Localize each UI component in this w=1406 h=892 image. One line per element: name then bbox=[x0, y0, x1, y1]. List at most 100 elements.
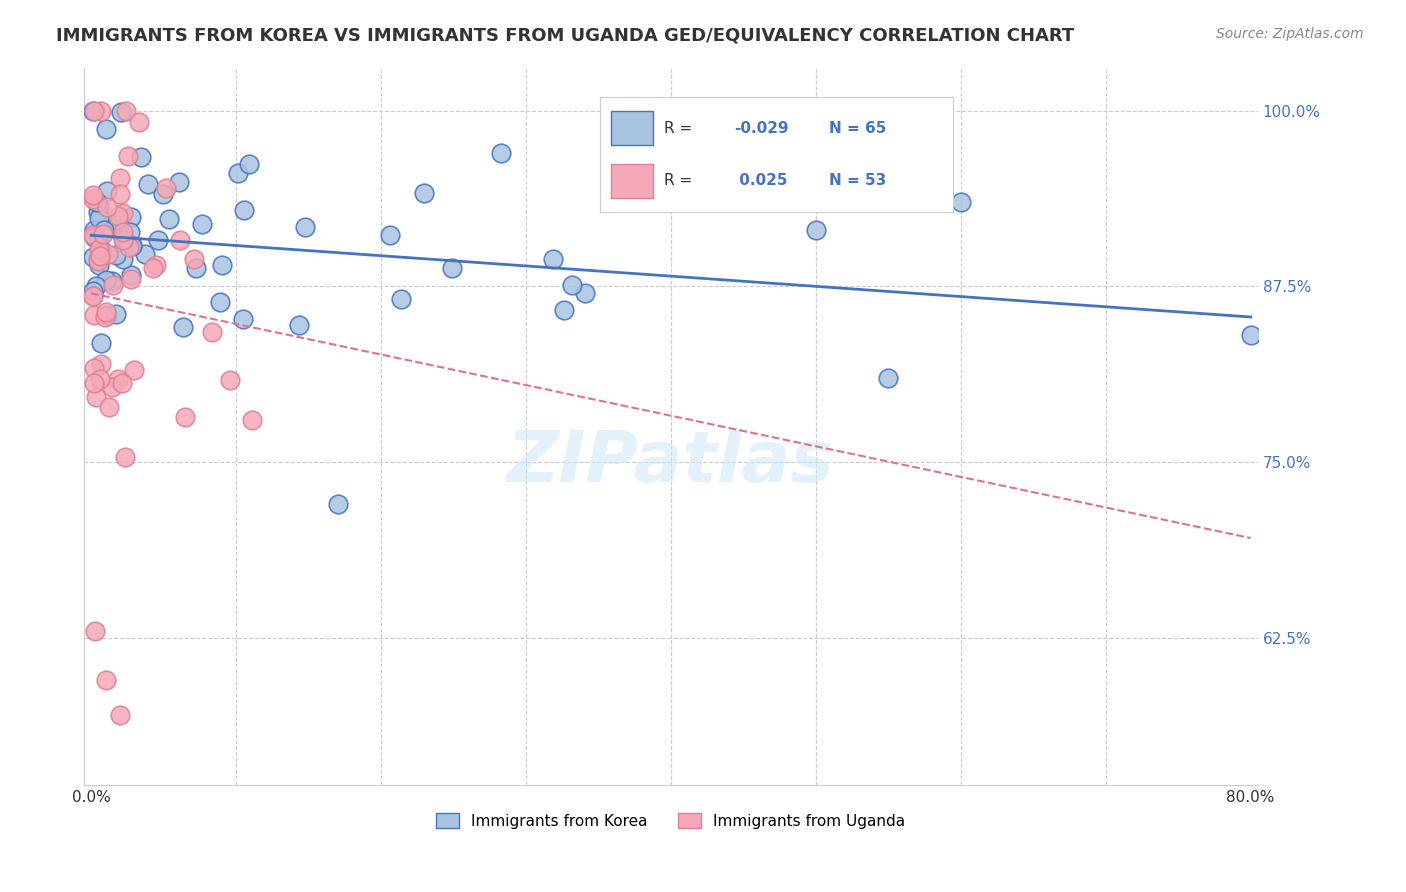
Point bbox=[108, 171, 131, 186]
Point bbox=[108, 186, 131, 201]
Point bbox=[82, 250, 104, 264]
Point bbox=[89, 241, 111, 255]
Point bbox=[112, 233, 135, 247]
Point bbox=[94, 273, 117, 287]
Point bbox=[128, 115, 150, 129]
Point bbox=[111, 230, 134, 244]
Point bbox=[89, 227, 111, 242]
Point bbox=[209, 295, 232, 310]
Point bbox=[86, 195, 108, 210]
Point bbox=[82, 103, 104, 118]
Point bbox=[96, 308, 118, 322]
Point bbox=[87, 252, 110, 267]
Point bbox=[91, 227, 114, 241]
Text: ZIPatlas: ZIPatlas bbox=[508, 428, 835, 497]
Point bbox=[169, 233, 191, 247]
Point bbox=[120, 225, 142, 239]
Point bbox=[294, 220, 316, 235]
Point bbox=[120, 272, 142, 286]
Point bbox=[232, 312, 254, 326]
Point bbox=[110, 105, 132, 120]
Point bbox=[96, 122, 118, 136]
Point bbox=[233, 203, 256, 218]
Point bbox=[114, 450, 136, 464]
Point bbox=[84, 624, 107, 638]
Point bbox=[82, 289, 104, 303]
Point bbox=[184, 261, 207, 276]
Point bbox=[90, 357, 112, 371]
Point bbox=[112, 225, 135, 239]
Point bbox=[83, 361, 105, 376]
Point bbox=[96, 184, 118, 198]
Point bbox=[107, 372, 129, 386]
Point bbox=[89, 372, 111, 386]
Point bbox=[89, 242, 111, 256]
Point bbox=[155, 181, 177, 195]
Point bbox=[89, 211, 111, 226]
Point bbox=[412, 186, 434, 201]
Point bbox=[89, 249, 111, 263]
Point bbox=[129, 150, 152, 164]
Point bbox=[804, 222, 827, 236]
Point bbox=[82, 227, 104, 242]
Point bbox=[174, 410, 197, 425]
Point bbox=[83, 103, 105, 118]
Point bbox=[107, 214, 129, 228]
Point bbox=[124, 363, 146, 377]
Point bbox=[118, 240, 141, 254]
Point bbox=[142, 260, 165, 275]
Point bbox=[877, 370, 900, 384]
Point bbox=[191, 217, 214, 231]
Point bbox=[82, 192, 104, 206]
Point bbox=[100, 274, 122, 288]
Point bbox=[120, 210, 142, 224]
Point bbox=[83, 230, 105, 244]
Point bbox=[326, 497, 349, 511]
Point bbox=[138, 178, 160, 192]
Point bbox=[82, 289, 104, 303]
Point bbox=[86, 205, 108, 219]
Point bbox=[87, 258, 110, 272]
Point bbox=[134, 247, 156, 261]
Point bbox=[83, 376, 105, 390]
Point bbox=[111, 376, 134, 390]
Point bbox=[541, 252, 564, 266]
Point bbox=[152, 186, 174, 201]
Point bbox=[489, 146, 512, 161]
Point bbox=[218, 373, 240, 387]
Point bbox=[84, 390, 107, 404]
Point bbox=[226, 166, 249, 180]
Point bbox=[94, 305, 117, 319]
Point bbox=[172, 319, 194, 334]
Point bbox=[87, 199, 110, 213]
Point bbox=[183, 252, 205, 266]
Text: IMMIGRANTS FROM KOREA VS IMMIGRANTS FROM UGANDA GED/EQUIVALENCY CORRELATION CHAR: IMMIGRANTS FROM KOREA VS IMMIGRANTS FROM… bbox=[56, 27, 1074, 45]
Point bbox=[101, 380, 124, 394]
Point bbox=[167, 175, 190, 189]
Point bbox=[1239, 328, 1261, 343]
Point bbox=[561, 278, 583, 293]
Point bbox=[574, 285, 596, 300]
Point bbox=[238, 156, 260, 170]
Point bbox=[90, 103, 112, 118]
Point bbox=[121, 239, 143, 253]
Point bbox=[108, 707, 131, 722]
Point bbox=[82, 188, 104, 202]
Point bbox=[84, 279, 107, 293]
Point bbox=[93, 222, 115, 236]
Point bbox=[83, 222, 105, 236]
Point bbox=[389, 292, 412, 306]
Point bbox=[211, 258, 233, 272]
Point bbox=[83, 309, 105, 323]
Point bbox=[115, 103, 138, 118]
Point bbox=[90, 336, 112, 351]
Point bbox=[100, 219, 122, 233]
Point bbox=[121, 237, 143, 252]
Point bbox=[90, 213, 112, 227]
Point bbox=[94, 310, 117, 324]
Point bbox=[440, 260, 463, 275]
Point bbox=[553, 303, 575, 318]
Point bbox=[288, 318, 311, 332]
Point bbox=[94, 673, 117, 687]
Point bbox=[120, 268, 142, 282]
